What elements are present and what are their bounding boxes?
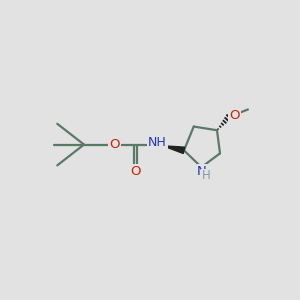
Text: O: O — [130, 165, 140, 178]
Text: H: H — [202, 169, 211, 182]
Text: O: O — [109, 138, 119, 151]
Text: NH: NH — [148, 136, 167, 149]
Polygon shape — [166, 146, 185, 154]
Text: N: N — [196, 165, 206, 178]
Text: O: O — [229, 109, 239, 122]
